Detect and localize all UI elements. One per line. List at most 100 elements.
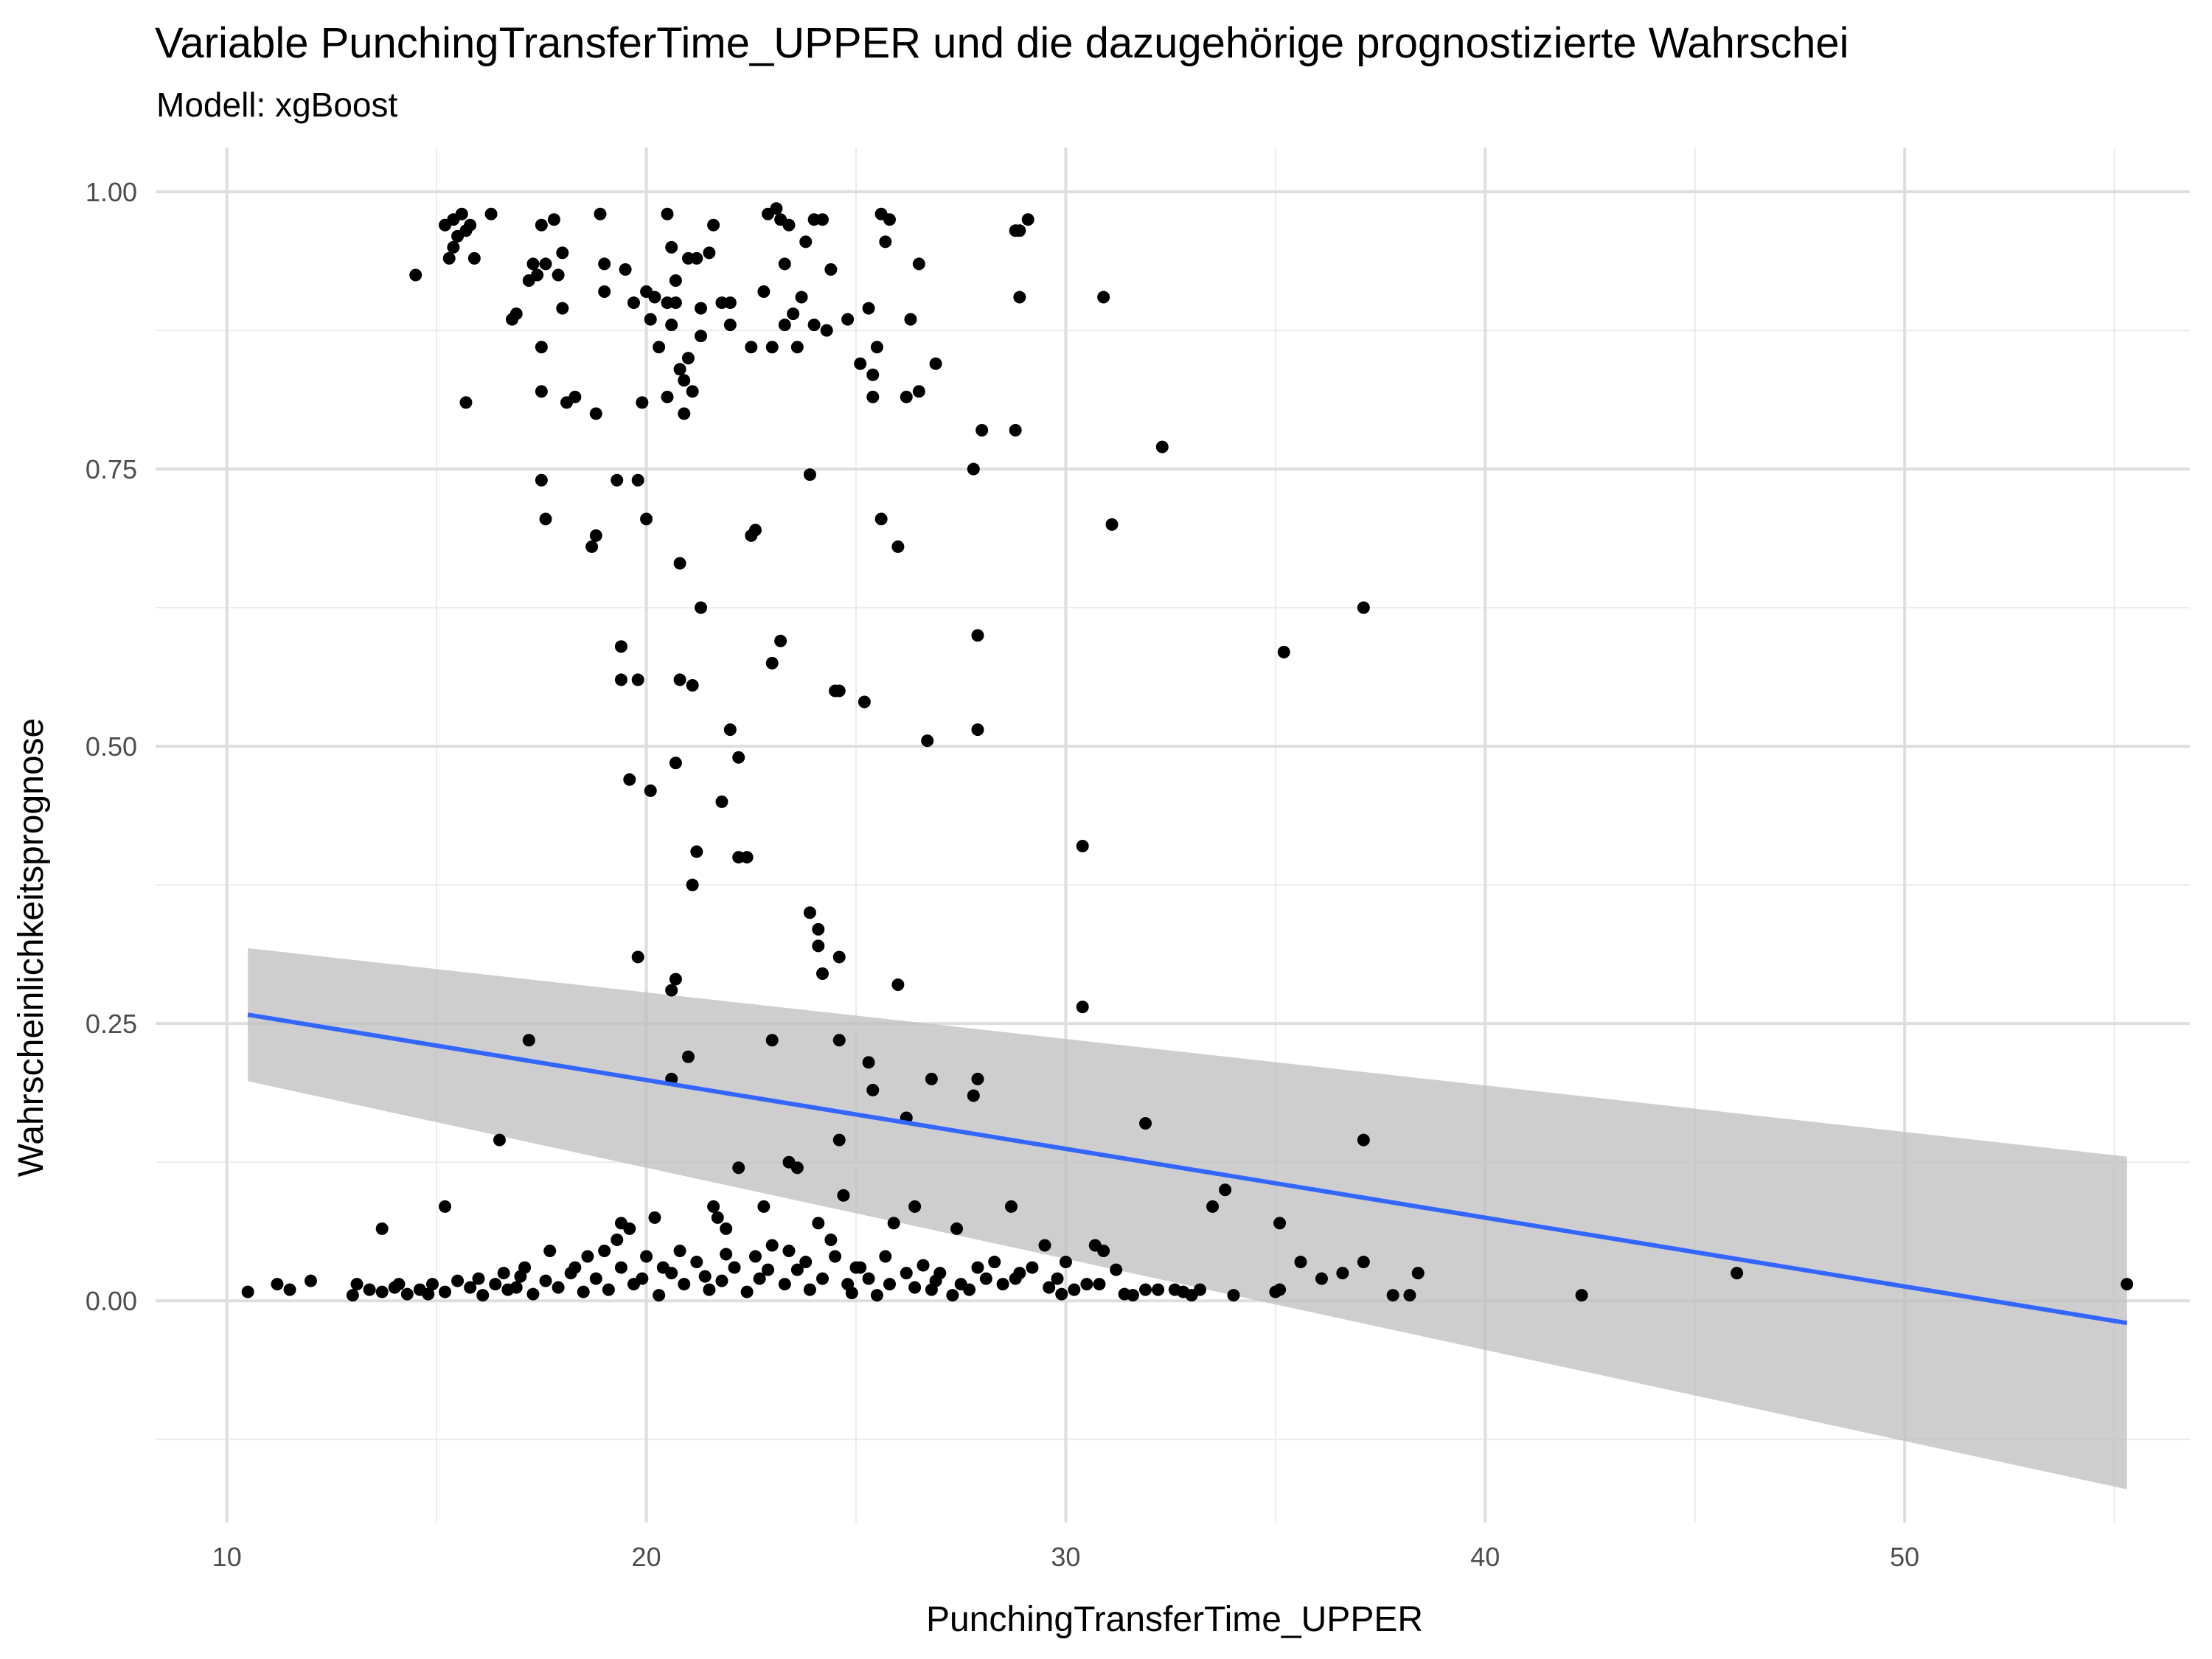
data-point <box>535 385 548 398</box>
data-point <box>556 302 569 315</box>
data-point <box>782 1245 796 1258</box>
data-point <box>1575 1289 1588 1302</box>
data-point <box>653 1289 666 1302</box>
data-point <box>1013 224 1026 237</box>
x-tick-label: 20 <box>632 1542 661 1572</box>
data-point <box>585 540 599 553</box>
data-point <box>1021 213 1034 226</box>
data-point <box>539 1274 552 1287</box>
data-point <box>917 1259 930 1272</box>
data-point <box>803 468 816 481</box>
data-point <box>862 1056 875 1069</box>
data-point <box>812 922 825 936</box>
data-point <box>698 1270 712 1283</box>
data-point <box>807 319 821 332</box>
data-point <box>866 368 880 381</box>
data-point <box>765 1034 779 1047</box>
data-point <box>829 1250 842 1263</box>
data-point <box>1155 440 1169 453</box>
data-point <box>975 424 989 437</box>
data-point <box>451 1274 465 1287</box>
data-point <box>967 462 980 476</box>
data-point <box>678 407 691 420</box>
data-point <box>1139 1117 1152 1130</box>
data-point <box>489 1278 502 1291</box>
data-point <box>950 1222 964 1235</box>
data-point <box>703 1283 716 1296</box>
data-point <box>1731 1267 1744 1280</box>
data-point <box>858 695 871 709</box>
data-point <box>740 1285 754 1298</box>
data-point <box>1206 1200 1220 1213</box>
data-point <box>1219 1183 1232 1197</box>
data-point <box>464 1281 477 1294</box>
data-point <box>711 1211 724 1224</box>
y-tick-label: 0.50 <box>86 731 137 762</box>
data-point <box>669 296 682 310</box>
data-point <box>363 1283 376 1296</box>
data-point <box>757 285 771 299</box>
data-point <box>577 1285 590 1298</box>
data-point <box>447 240 460 254</box>
data-point <box>1118 1287 1131 1301</box>
data-point <box>539 257 552 271</box>
data-point <box>589 529 602 542</box>
data-point <box>1080 1278 1093 1291</box>
data-point <box>765 341 779 354</box>
chart-subtitle: Modell: xgBoost <box>156 86 397 124</box>
y-tick-label: 0.00 <box>86 1286 137 1316</box>
data-point <box>732 1161 745 1175</box>
data-point <box>1403 1289 1416 1302</box>
trend-line <box>247 1012 2128 1326</box>
data-point <box>1386 1289 1399 1302</box>
data-point <box>611 473 624 487</box>
y-tick-label: 0.75 <box>86 454 137 484</box>
y-tick-label: 0.25 <box>86 1009 137 1039</box>
data-point <box>623 773 636 786</box>
data-point <box>757 1200 771 1213</box>
data-point <box>1177 1285 1190 1298</box>
data-point <box>644 313 657 326</box>
data-point <box>1004 1200 1018 1213</box>
data-point <box>908 1200 922 1213</box>
x-tick-label: 50 <box>1890 1542 1919 1572</box>
data-point <box>908 1281 922 1294</box>
data-point <box>765 1239 779 1252</box>
data-point <box>535 218 548 232</box>
data-point <box>556 246 569 260</box>
data-point <box>1315 1272 1328 1285</box>
data-point <box>547 213 560 226</box>
data-point <box>392 1278 406 1291</box>
data-point <box>832 1034 846 1047</box>
data-point <box>472 1272 485 1285</box>
data-point <box>1076 840 1089 853</box>
data-point <box>648 1211 661 1224</box>
data-point <box>631 473 644 487</box>
data-point <box>870 341 883 354</box>
data-point <box>627 296 641 310</box>
data-point <box>623 1222 636 1235</box>
data-point <box>1277 645 1290 658</box>
data-point <box>812 939 825 953</box>
data-point <box>879 1250 892 1263</box>
x-axis-title: PunchingTransferTime_UPPER <box>926 1600 1423 1639</box>
data-point <box>866 1083 880 1096</box>
data-point <box>598 1245 611 1258</box>
data-point <box>762 1263 775 1276</box>
data-point <box>832 1133 846 1147</box>
x-tick-label: 30 <box>1051 1542 1080 1572</box>
data-point <box>748 524 762 537</box>
data-point <box>790 1161 804 1175</box>
data-point <box>971 1261 984 1274</box>
data-point <box>849 1261 863 1274</box>
data-point <box>589 1272 602 1285</box>
data-point <box>686 878 699 891</box>
data-point <box>422 1287 435 1301</box>
data-point <box>748 1250 762 1263</box>
data-point <box>665 319 678 332</box>
data-point <box>1227 1289 1240 1302</box>
data-point <box>439 1285 452 1298</box>
data-point <box>678 374 691 387</box>
data-point <box>862 1272 875 1285</box>
data-point <box>815 213 829 226</box>
